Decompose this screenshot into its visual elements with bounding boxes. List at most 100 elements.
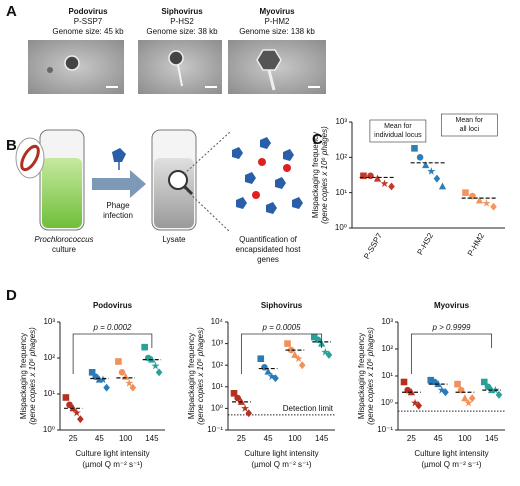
point	[416, 154, 424, 161]
point	[495, 390, 503, 399]
point	[98, 375, 108, 384]
y-tick-label: 10⁴	[211, 317, 224, 326]
y-axis-label: Mispackaging frequency	[357, 333, 366, 419]
panel-label: A	[6, 3, 17, 20]
micrograph-title: Podovirus	[68, 7, 108, 16]
point	[325, 350, 333, 359]
micrograph-title: Myovirus	[259, 7, 295, 16]
micrograph	[138, 40, 222, 94]
x-tick-label: 100	[288, 434, 302, 443]
point	[129, 383, 137, 392]
y-tick-label: 10⁻¹	[207, 425, 223, 434]
point	[380, 179, 389, 188]
significance-bracket	[240, 333, 323, 374]
x-tick-label: 145	[485, 434, 499, 443]
point	[310, 333, 318, 341]
point	[264, 367, 272, 375]
y-tick-label: 10¹	[335, 188, 347, 197]
point	[88, 369, 96, 376]
x-tick-label: 25	[407, 434, 416, 443]
culture-label: Prochlorococcus	[34, 235, 93, 244]
point	[245, 409, 253, 418]
chart-title: Myovirus	[434, 301, 470, 310]
x-tick-label: 45	[434, 434, 443, 443]
point	[373, 174, 382, 182]
micrograph-genome: Genome size: 45 kb	[52, 27, 124, 36]
point	[468, 394, 476, 403]
point	[125, 378, 134, 387]
y-axis-label: (gene copies x 10⁶ phages)	[320, 126, 329, 224]
micrograph	[28, 40, 124, 94]
point	[257, 355, 265, 362]
p-value: p = 0.0002	[92, 323, 132, 332]
y-axis-label: Mispackaging frequency	[19, 333, 28, 419]
point	[454, 380, 461, 388]
x-tick-label: 25	[69, 434, 78, 443]
p-value: p = 0.0005	[261, 323, 301, 332]
y-tick-label: 10⁰	[381, 398, 393, 407]
point	[267, 372, 276, 380]
infection-label: infection	[103, 211, 133, 220]
x-tick-label: P-HS2	[415, 231, 435, 256]
quantification-label: genes	[257, 255, 279, 264]
y-axis-label: Mispackaging frequency	[187, 333, 196, 419]
y-tick-label: 10³	[381, 317, 393, 326]
point	[410, 398, 420, 407]
micrograph-title: Siphovirus	[161, 7, 203, 16]
y-tick-label: 10³	[335, 117, 347, 126]
x-axis-label: (µmol Q m⁻² s⁻¹)	[82, 460, 142, 469]
x-tick-label: 145	[145, 434, 159, 443]
point	[118, 369, 126, 376]
point	[72, 408, 81, 417]
point	[66, 401, 73, 409]
y-tick-label: 10⁰	[43, 425, 55, 434]
x-tick-label: 45	[95, 434, 104, 443]
point	[321, 347, 330, 356]
micrograph-strain: P-HM2	[265, 17, 290, 26]
point	[462, 189, 469, 196]
point	[422, 161, 430, 169]
x-axis-label: (µmol Q m⁻² s⁻¹)	[421, 460, 481, 469]
point	[294, 354, 303, 363]
micrograph-genome: Genome size: 38 kb	[146, 27, 218, 36]
culture-label: culture	[52, 245, 77, 254]
workflow-diagram	[15, 129, 303, 233]
point	[437, 385, 446, 394]
panel-label: B	[6, 137, 17, 154]
chart-title: Podovirus	[93, 301, 133, 310]
point	[103, 383, 110, 392]
y-tick-label: 10²	[43, 353, 55, 362]
x-tick-label: 45	[264, 434, 273, 443]
x-tick-label: 100	[119, 434, 133, 443]
y-axis-label: (gene copies x 10⁶ phages)	[196, 327, 205, 425]
y-tick-label: 10⁰	[335, 223, 347, 232]
point	[115, 358, 122, 365]
annotation: Mean for	[384, 123, 412, 130]
infection-label: Phage	[106, 201, 130, 210]
point	[151, 361, 160, 370]
p-value: p > 0.9999	[431, 323, 471, 332]
chart-title: Siphovirus	[261, 301, 303, 310]
point	[484, 383, 492, 391]
point	[62, 394, 70, 401]
y-axis-label: (gene copies x 10⁶ phages)	[366, 327, 375, 425]
x-axis-label: Culture light intensity	[244, 449, 318, 458]
point	[77, 415, 84, 424]
annotation: Mean for	[455, 117, 483, 124]
point	[480, 378, 488, 386]
point	[482, 199, 491, 207]
point	[400, 378, 408, 386]
point	[230, 390, 238, 397]
point	[272, 374, 279, 383]
x-tick-label: P-SSP7	[362, 231, 384, 261]
point	[411, 145, 418, 152]
point	[427, 376, 435, 384]
y-tick-label: 10¹	[211, 382, 223, 391]
point	[141, 343, 148, 351]
x-axis-label: Culture light intensity	[75, 449, 149, 458]
x-tick-label: P-HM2	[466, 231, 487, 258]
annotation: all loci	[460, 126, 480, 133]
point	[490, 202, 497, 211]
y-tick-label: 10¹	[43, 389, 55, 398]
